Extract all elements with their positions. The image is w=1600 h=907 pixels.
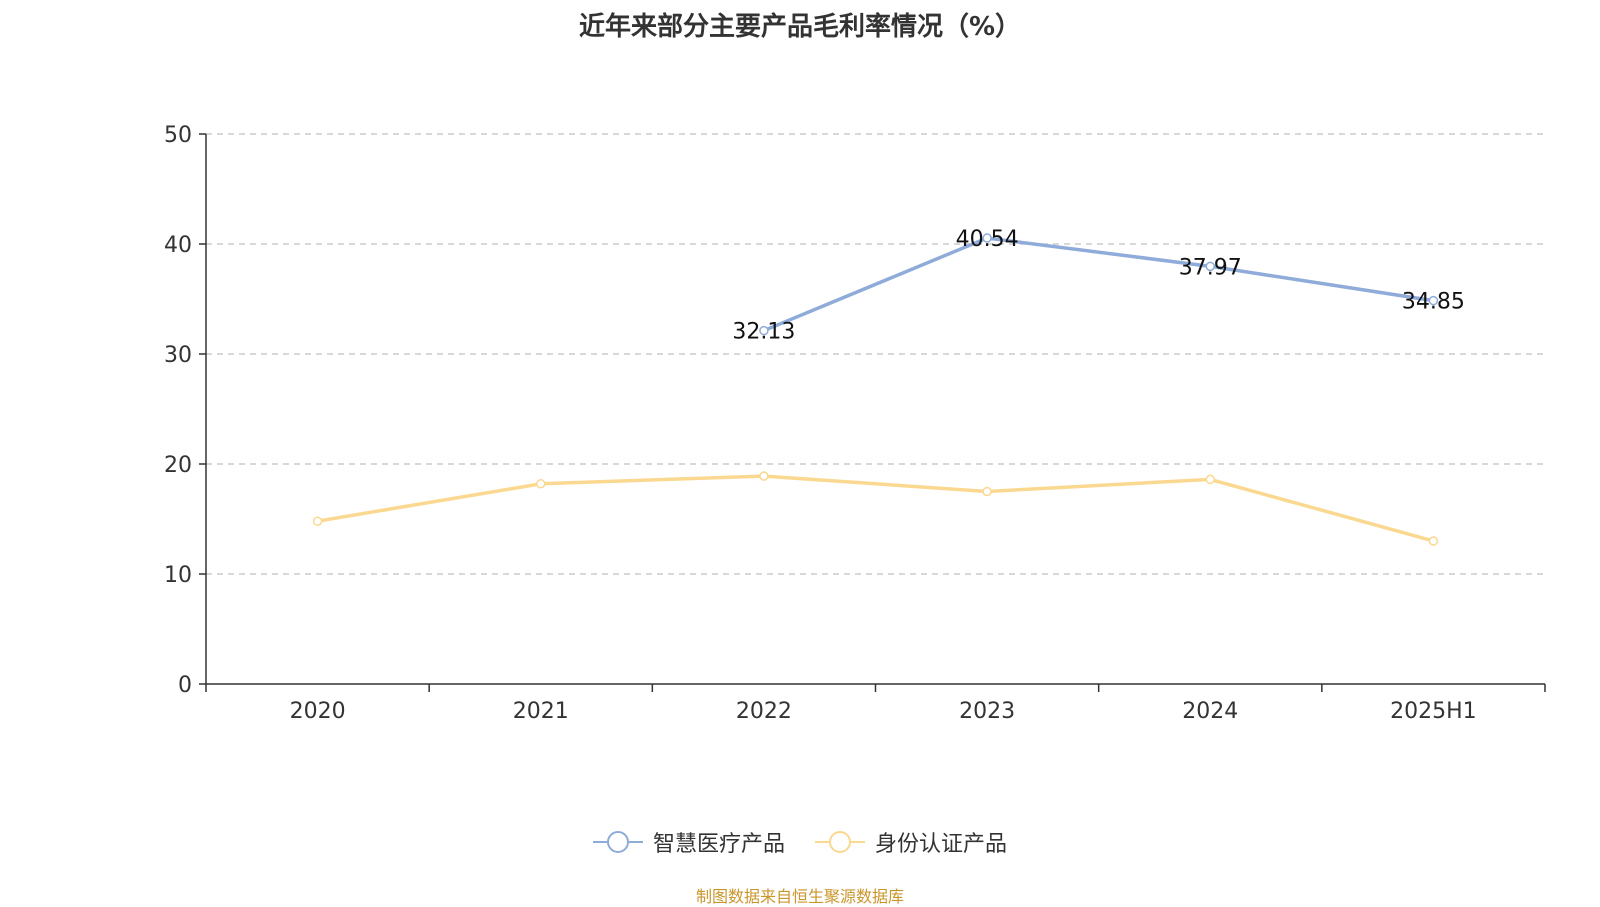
data-point [982, 486, 992, 497]
data-point [1428, 536, 1439, 546]
data-label: 32.13 [732, 320, 795, 345]
data-point [1205, 474, 1215, 485]
data-point [1428, 295, 1439, 306]
y-tick-label: 20 [164, 453, 192, 478]
data-point [759, 325, 769, 336]
chart-title: 近年来部分主要产品毛利率情况（%） [578, 12, 1022, 42]
source-note: 制图数据来自恒生聚源数据库 [695, 887, 904, 906]
series-line-0 [763, 236, 1434, 333]
data-point [536, 479, 546, 489]
data-labels: 32.13 40.54 37.97 34.85 [732, 227, 1464, 345]
series-lines [312, 233, 1439, 546]
data-point [759, 471, 769, 481]
data-label: 37.97 [1179, 255, 1242, 280]
grid-lines [206, 133, 1545, 575]
y-tick-label: 10 [164, 563, 192, 588]
legend-line-circle-icon [815, 831, 865, 853]
x-tick-label: 2022 [736, 699, 792, 724]
legend-item-series-1[interactable]: 身份认证产品 [815, 826, 1007, 858]
legend: 智慧医疗产品 身份认证产品 [0, 826, 1600, 858]
axes: 0 10 20 30 40 50 2020 2021 2022 2023 2024 2025H1 [164, 123, 1546, 724]
x-tick-label: 2020 [290, 699, 346, 724]
series-line-1 [317, 474, 1434, 543]
x-tick-label: 2025H1 [1390, 699, 1477, 724]
legend-label: 智慧医疗产品 [652, 832, 785, 857]
legend-item-series-0[interactable]: 智慧医疗产品 [592, 826, 785, 858]
y-tick-label: 0 [178, 673, 192, 698]
data-label: 34.85 [1402, 290, 1465, 315]
data-point [982, 233, 992, 243]
x-tick-label: 2021 [513, 699, 569, 724]
data-point [312, 516, 323, 526]
y-tick-label: 40 [164, 233, 192, 258]
x-tick-label: 2024 [1182, 699, 1238, 724]
y-tick-label: 50 [164, 123, 192, 148]
data-label: 40.54 [956, 227, 1019, 252]
y-tick-label: 30 [164, 343, 192, 368]
x-tick-label: 2023 [959, 699, 1015, 724]
legend-label: 身份认证产品 [875, 832, 1008, 857]
legend-line-circle-icon [592, 831, 643, 853]
data-point [1205, 261, 1215, 272]
